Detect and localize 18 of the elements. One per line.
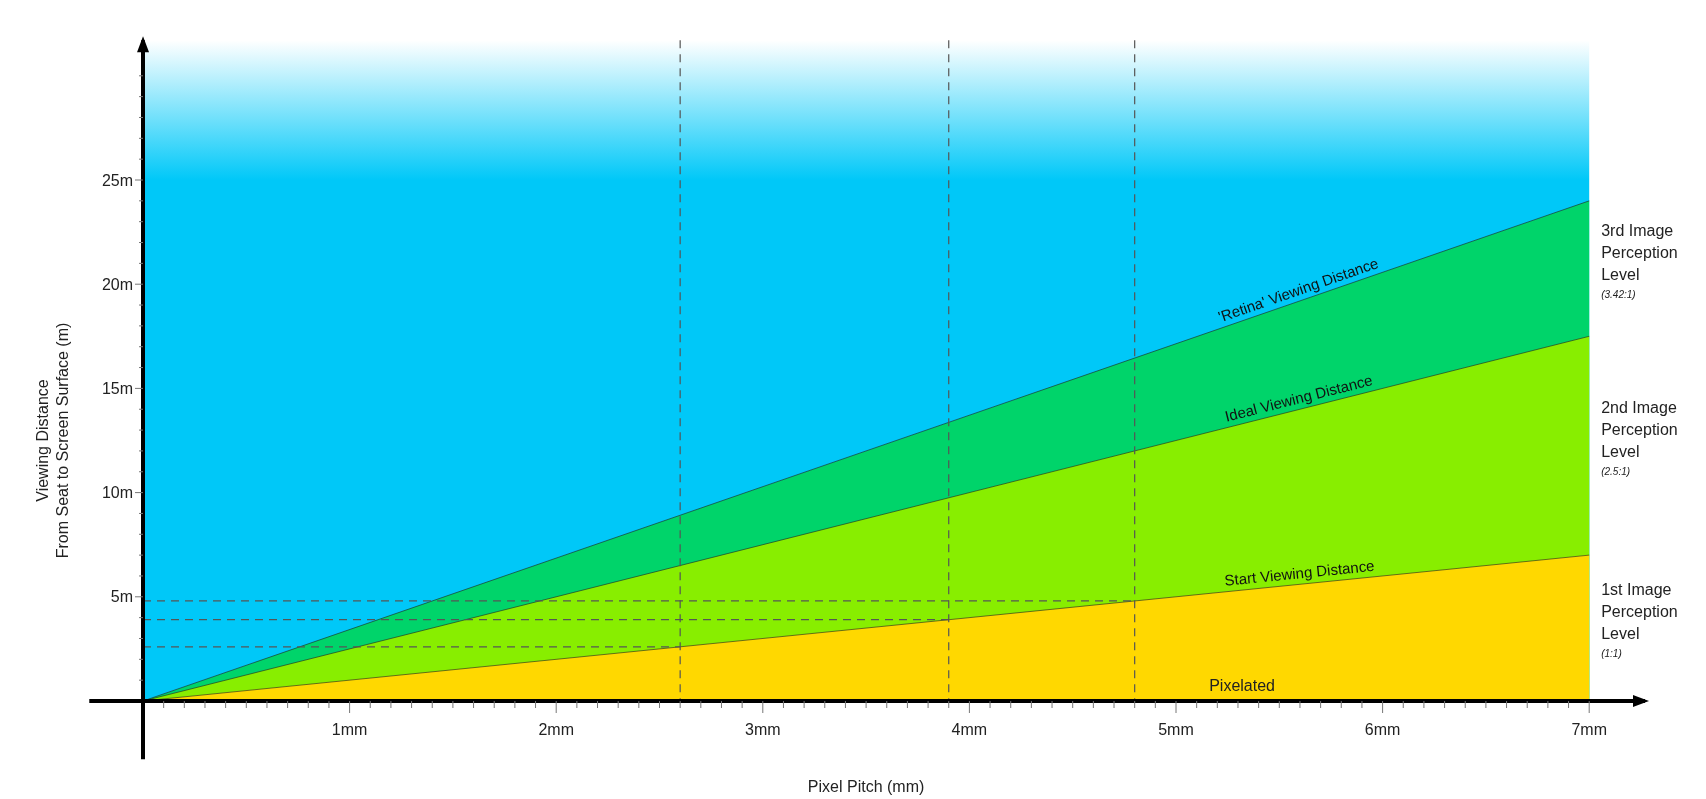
text: 'Retina' Viewing Distance [1215, 254, 1381, 326]
y-tick-label: 10m [101, 484, 133, 502]
x-tick-label: 3mm [745, 721, 781, 738]
text: Ideal Viewing Distance [1223, 371, 1375, 425]
x-tick-label: 5mm [1158, 721, 1194, 738]
x-tick-label: 1mm [331, 721, 368, 738]
annotation: Pixelated [1209, 677, 1276, 694]
x-tick-label: 2mm [538, 721, 574, 738]
x-tick-label: 7mm [1571, 721, 1607, 738]
y-tick-label: 25m [101, 171, 133, 189]
text: Start Viewing Distance [1223, 556, 1376, 589]
x-tick-label: 4mm [951, 721, 988, 738]
y-axis-title: Viewing Distance From Seat to Screen Surface (m) [34, 322, 71, 559]
x-tick-label: 6mm [1364, 721, 1401, 738]
x-axis-title: Pixel Pitch (mm) [807, 778, 925, 795]
y-tick-label: 20m [101, 275, 133, 293]
y-tick-label: 15m [101, 380, 133, 397]
y-tick-label: 5m [110, 588, 133, 606]
